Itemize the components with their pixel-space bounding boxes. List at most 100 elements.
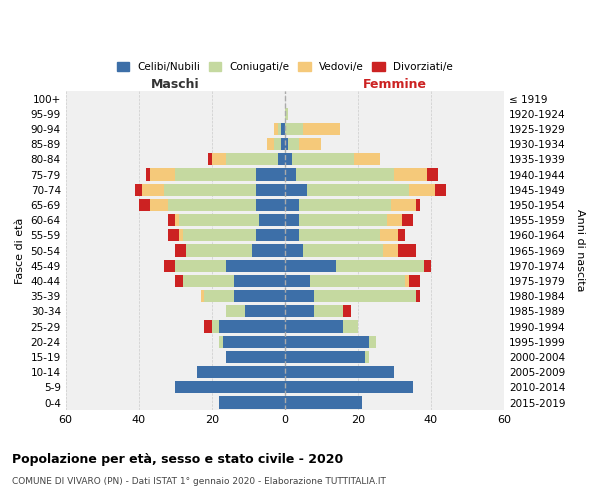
Bar bbox=[274, 138, 281, 150]
Bar bbox=[146, 168, 149, 180]
Y-axis label: Anni di nascita: Anni di nascita bbox=[575, 210, 585, 292]
Bar bbox=[409, 184, 434, 196]
Bar bbox=[434, 184, 446, 196]
Bar bbox=[164, 260, 175, 272]
Bar bbox=[285, 351, 365, 363]
Bar bbox=[365, 351, 369, 363]
Bar bbox=[281, 123, 285, 135]
Bar bbox=[427, 168, 438, 180]
Bar bbox=[387, 214, 401, 226]
Bar bbox=[226, 351, 285, 363]
Bar bbox=[205, 290, 233, 302]
Bar bbox=[285, 306, 314, 318]
Bar bbox=[406, 275, 409, 287]
Bar bbox=[175, 382, 285, 394]
Bar bbox=[175, 275, 182, 287]
Bar bbox=[285, 396, 362, 408]
Bar bbox=[182, 230, 256, 241]
Bar bbox=[354, 154, 380, 166]
Bar bbox=[256, 199, 285, 211]
Bar bbox=[219, 336, 223, 348]
Bar bbox=[179, 230, 182, 241]
Bar bbox=[256, 230, 285, 241]
Bar bbox=[168, 199, 256, 211]
Bar bbox=[285, 123, 303, 135]
Bar bbox=[233, 275, 285, 287]
Bar bbox=[205, 320, 212, 332]
Bar bbox=[314, 306, 343, 318]
Bar bbox=[285, 336, 369, 348]
Bar bbox=[266, 138, 274, 150]
Bar bbox=[307, 184, 409, 196]
Bar bbox=[299, 138, 322, 150]
Bar bbox=[164, 184, 256, 196]
Bar bbox=[285, 320, 343, 332]
Bar bbox=[285, 108, 289, 120]
Bar bbox=[292, 154, 354, 166]
Bar bbox=[256, 184, 285, 196]
Bar bbox=[398, 244, 416, 256]
Bar bbox=[208, 154, 212, 166]
Text: Maschi: Maschi bbox=[151, 78, 200, 91]
Bar bbox=[299, 214, 387, 226]
Bar bbox=[245, 306, 285, 318]
Bar bbox=[285, 199, 299, 211]
Bar bbox=[285, 168, 296, 180]
Bar bbox=[179, 214, 259, 226]
Bar bbox=[168, 214, 175, 226]
Legend: Celibi/Nubili, Coniugati/e, Vedovi/e, Divorziati/e: Celibi/Nubili, Coniugati/e, Vedovi/e, Di… bbox=[113, 58, 457, 76]
Bar bbox=[289, 138, 299, 150]
Bar bbox=[274, 123, 278, 135]
Bar bbox=[175, 244, 186, 256]
Bar bbox=[168, 230, 179, 241]
Bar bbox=[139, 199, 149, 211]
Bar bbox=[383, 244, 398, 256]
Bar bbox=[285, 260, 336, 272]
Bar bbox=[285, 366, 394, 378]
Bar bbox=[186, 244, 252, 256]
Bar bbox=[394, 168, 427, 180]
Bar bbox=[296, 168, 394, 180]
Bar bbox=[424, 260, 431, 272]
Bar bbox=[416, 290, 420, 302]
Bar bbox=[226, 260, 285, 272]
Text: Femmine: Femmine bbox=[362, 78, 427, 91]
Bar bbox=[175, 168, 256, 180]
Bar bbox=[135, 184, 142, 196]
Bar bbox=[343, 320, 358, 332]
Bar bbox=[285, 214, 299, 226]
Bar bbox=[314, 290, 416, 302]
Bar bbox=[142, 184, 164, 196]
Bar bbox=[303, 123, 340, 135]
Bar bbox=[256, 168, 285, 180]
Bar bbox=[175, 260, 226, 272]
Bar bbox=[336, 260, 424, 272]
Bar bbox=[285, 154, 292, 166]
Bar bbox=[149, 199, 168, 211]
Text: COMUNE DI VIVARO (PN) - Dati ISTAT 1° gennaio 2020 - Elaborazione TUTTITALIA.IT: COMUNE DI VIVARO (PN) - Dati ISTAT 1° ge… bbox=[12, 478, 386, 486]
Bar bbox=[175, 214, 179, 226]
Y-axis label: Fasce di età: Fasce di età bbox=[15, 218, 25, 284]
Text: Popolazione per età, sesso e stato civile - 2020: Popolazione per età, sesso e stato civil… bbox=[12, 452, 343, 466]
Bar bbox=[219, 396, 285, 408]
Bar bbox=[259, 214, 285, 226]
Bar bbox=[212, 154, 226, 166]
Bar bbox=[226, 154, 278, 166]
Bar bbox=[303, 244, 383, 256]
Bar bbox=[398, 230, 406, 241]
Bar bbox=[252, 244, 285, 256]
Bar bbox=[149, 168, 175, 180]
Bar bbox=[212, 320, 219, 332]
Bar bbox=[219, 320, 285, 332]
Bar bbox=[285, 138, 289, 150]
Bar bbox=[391, 199, 416, 211]
Bar bbox=[233, 290, 285, 302]
Bar bbox=[369, 336, 376, 348]
Bar bbox=[299, 199, 391, 211]
Bar bbox=[310, 275, 406, 287]
Bar bbox=[401, 214, 413, 226]
Bar bbox=[285, 230, 299, 241]
Bar bbox=[343, 306, 350, 318]
Bar bbox=[285, 382, 413, 394]
Bar bbox=[416, 199, 420, 211]
